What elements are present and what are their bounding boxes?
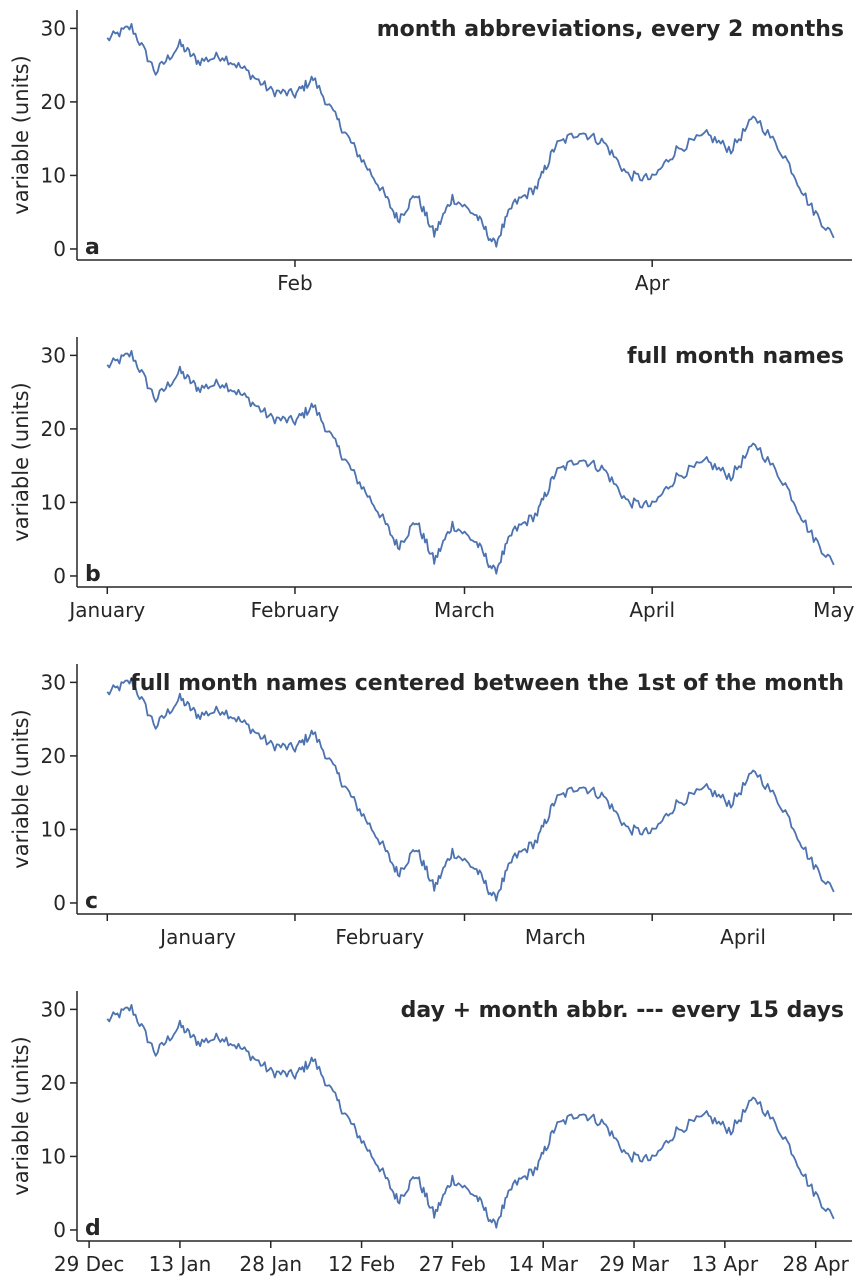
panel-b: 0 10 20 30 January February March April May full … [9,337,855,622]
x-tick-label: April [720,925,766,949]
y-tick-label: 10 [41,163,66,187]
x-tick-label: February [251,598,340,622]
x-tick-label: 29 Dec [54,1252,125,1276]
x-tick-label: March [525,925,586,949]
panel-c: 0 10 20 30 January February March April full mon… [9,664,852,949]
x-tick-label: 29 Mar [599,1252,669,1276]
series-line [106,1004,835,1229]
panel-letter: d [85,1216,101,1241]
x-tick-label: 27 Feb [419,1252,486,1276]
x-tick-label: February [335,925,424,949]
x-tick-label: 28 Jan [239,1252,302,1276]
y-tick-label: 20 [41,417,66,441]
y-tick-label: 0 [53,564,66,588]
y-tick-label: 20 [41,744,66,768]
panel-letter: b [85,562,101,587]
x-tick-label: 28 Apr [782,1252,849,1276]
y-tick-label: 30 [41,997,66,1021]
x-tick-label: April [629,598,675,622]
x-tick-label: January [67,598,145,622]
series-line [106,23,835,248]
y-tick-label: 20 [41,90,66,114]
panel-letter: c [85,889,98,914]
y-axis-label: variable (units) [9,1036,33,1195]
y-tick-label: 20 [41,1071,66,1095]
x-tick-label: January [158,925,236,949]
y-tick-label: 10 [41,490,66,514]
panel-letter: a [85,235,100,260]
y-tick-label: 0 [53,891,66,915]
x-tick-label: 14 Mar [508,1252,578,1276]
x-tick-label: March [434,598,495,622]
y-axis-label: variable (units) [9,382,33,541]
x-tick-label: Feb [277,271,312,295]
panel-title: month abbreviations, every 2 months [377,17,844,42]
y-tick-label: 30 [41,670,66,694]
y-tick-label: 0 [53,237,66,261]
series-line [106,677,835,902]
y-tick-label: 0 [53,1218,66,1242]
y-tick-label: 10 [41,1144,66,1168]
x-tick-label: Apr [635,271,670,295]
x-tick-label: 13 Apr [692,1252,759,1276]
x-tick-label: 12 Feb [328,1252,395,1276]
y-axis-label: variable (units) [9,709,33,868]
x-tick-label: 13 Jan [149,1252,212,1276]
panel-d: 0 10 20 30 29 Dec 13 Jan 28 Jan 12 Feb 27 Feb 14 … [9,991,852,1276]
y-axis-label: variable (units) [9,55,33,214]
panel-title: day + month abbr. --- every 15 days [401,998,844,1023]
y-tick-label: 30 [41,343,66,367]
x-tick-label: May [813,598,855,622]
y-tick-label: 30 [41,16,66,40]
panel-title: full month names centered between the 1s… [130,671,844,696]
y-tick-label: 10 [41,817,66,841]
series-line [106,350,835,575]
panel-a: 0 10 20 30 Feb Apr month abbreviations, every … [9,10,852,295]
panel-title: full month names [627,344,844,369]
